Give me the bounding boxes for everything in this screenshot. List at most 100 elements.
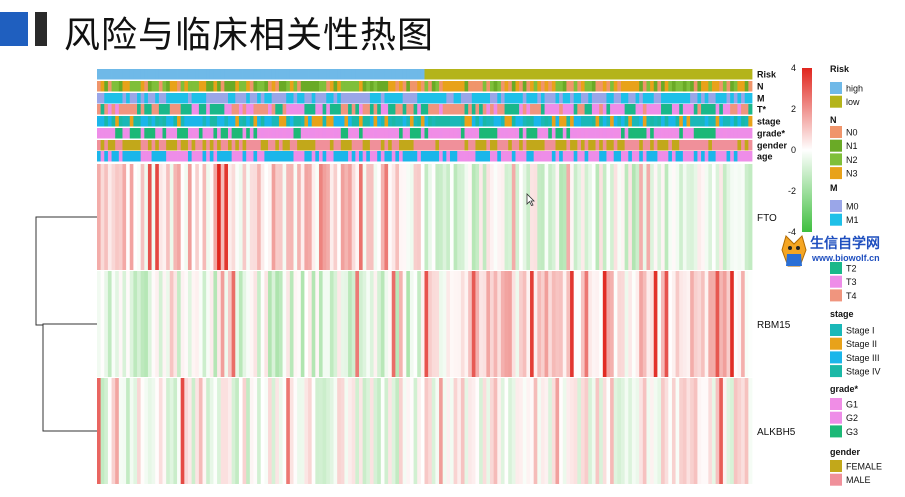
annotation-cell: [690, 69, 695, 80]
annotation-cell: [475, 140, 480, 151]
annotation-cell: [428, 116, 433, 127]
annotation-cell: [730, 116, 735, 127]
heatmap-cell: [118, 378, 123, 484]
heatmap-cell: [537, 164, 542, 270]
annotation-cell: [329, 151, 334, 162]
heatmap-cell: [508, 378, 513, 484]
heatmap-cell: [329, 378, 334, 484]
annotation-cell: [435, 128, 440, 139]
heatmap-cell: [388, 164, 393, 270]
heatmap-cell: [573, 271, 578, 377]
legend-label: T3: [846, 277, 857, 287]
annotation-cell: [748, 93, 753, 104]
heatmap-cell: [340, 271, 345, 377]
annotation-cell: [271, 81, 276, 92]
annotation-cell: [402, 116, 407, 127]
heatmap-cell: [264, 378, 269, 484]
heatmap-cell: [133, 164, 138, 270]
annotation-cell: [715, 104, 720, 115]
heatmap-cell: [257, 164, 262, 270]
annotation-cell: [300, 151, 305, 162]
annotation-cell: [391, 140, 396, 151]
heatmap-cell: [162, 271, 167, 377]
annotation-cell: [719, 140, 724, 151]
heatmap-cell: [591, 271, 596, 377]
watermark-name: 生信自学网: [810, 235, 880, 251]
annotation-cell: [184, 151, 189, 162]
annotation-cell: [748, 81, 753, 92]
annotation-cell: [577, 69, 582, 80]
annotation-cell: [690, 116, 695, 127]
legend-label: MALE: [846, 475, 871, 485]
heatmap-cell: [602, 378, 607, 484]
annotation-cell: [351, 81, 356, 92]
annotation-cell: [628, 81, 633, 92]
annotation-cell: [246, 93, 251, 104]
annotation-cell: [453, 116, 458, 127]
annotation-cell: [493, 151, 498, 162]
legend-label: N0: [846, 128, 858, 138]
annotation-cell: [733, 69, 738, 80]
annotation-cell: [340, 69, 345, 80]
annotation-cell: [715, 69, 720, 80]
page-title: 风险与临床相关性热图: [64, 15, 435, 56]
annotation-cell: [631, 104, 636, 115]
heatmap-cell: [431, 164, 436, 270]
heatmap-cell: [548, 271, 553, 377]
annotation-cell: [260, 93, 265, 104]
heatmap-cell: [246, 271, 251, 377]
heatmap-cell: [217, 271, 222, 377]
annotation-cell: [555, 69, 560, 80]
annotation-cell: [97, 116, 102, 127]
annotation-cell: [617, 116, 622, 127]
heatmap-cell: [719, 164, 724, 270]
annotation-cell: [104, 81, 109, 92]
annotation-cell: [741, 81, 746, 92]
heatmap-cell: [570, 271, 575, 377]
annotation-cell: [741, 128, 746, 139]
heatmap-cell: [420, 164, 425, 270]
annotation-cell: [126, 116, 131, 127]
heatmap-cell: [304, 271, 309, 377]
heatmap-cell: [282, 271, 287, 377]
annotation-cell: [111, 128, 116, 139]
annotation-cell: [249, 69, 254, 80]
annotation-cell: [548, 93, 553, 104]
annotation-cell: [224, 116, 229, 127]
legend-swatch: [830, 82, 842, 94]
annotation-cell: [293, 93, 298, 104]
annotation-cell: [133, 140, 138, 151]
heatmap-cell: [377, 164, 382, 270]
heatmap-cell: [580, 164, 586, 270]
annotation-cell: [344, 93, 349, 104]
annotation-cell: [348, 151, 353, 162]
heatmap-cell: [449, 271, 455, 377]
heatmap-cell: [675, 164, 680, 270]
annotation-cell: [137, 151, 142, 162]
annotation-cell: [107, 93, 112, 104]
heatmap-cell: [511, 271, 516, 377]
annotation-cell: [333, 116, 338, 127]
annotation-cell: [206, 140, 211, 151]
heatmap-cell: [173, 271, 178, 377]
heatmap-cell: [344, 164, 349, 270]
annotation-cell: [722, 116, 727, 127]
heatmap-cell: [519, 378, 524, 484]
heatmap-cell: [544, 164, 549, 270]
annotation-cell: [388, 151, 393, 162]
heatmap-cell: [650, 378, 655, 484]
annotation-cell: [140, 93, 145, 104]
heatmap-cell: [355, 164, 360, 270]
annotation-cell: [399, 140, 404, 151]
annotation-cell: [304, 69, 309, 80]
annotation-cell: [424, 116, 429, 127]
heatmap-cell: [460, 271, 465, 377]
annotation-cell: [413, 81, 418, 92]
heatmap-cell: [668, 378, 673, 484]
heatmap-cell: [664, 378, 669, 484]
annotation-cell: [169, 128, 174, 139]
annotation-cell: [322, 69, 327, 80]
heatmap-cell: [584, 378, 589, 484]
heatmap-cell: [333, 378, 338, 484]
annotation-cell: [671, 69, 676, 80]
